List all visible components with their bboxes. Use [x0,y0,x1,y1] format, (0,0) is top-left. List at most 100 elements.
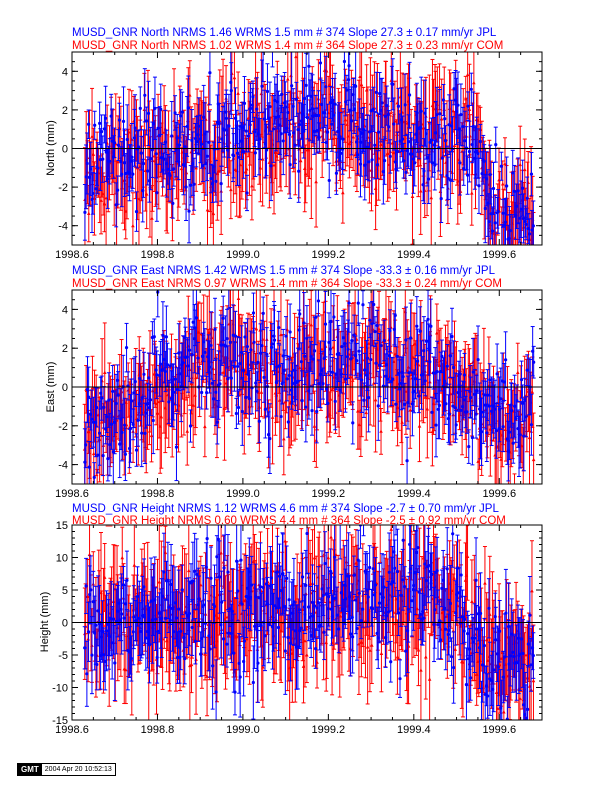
data-point [95,405,99,410]
data-point [184,185,188,189]
data-point [276,114,280,119]
y-tick-label: -2 [58,182,68,194]
data-point [254,326,259,331]
data-point [165,363,170,367]
data-point [93,123,97,127]
data-point [143,431,147,435]
data-point [314,179,318,184]
data-point [419,109,423,113]
data-point [466,173,470,177]
data-point [467,149,471,154]
data-point [477,184,481,188]
data-point [106,177,110,181]
data-point [469,191,474,195]
data-point [186,364,190,368]
data-point [322,111,327,115]
data-point [123,423,127,427]
data-point [435,113,439,117]
data-point [351,135,355,139]
data-point [91,191,95,196]
data-point [116,378,120,382]
data-point [421,126,426,130]
data-point [293,143,297,147]
data-point [255,107,259,111]
data-point [439,117,444,121]
data-point [151,122,156,126]
data-point [191,320,195,324]
data-point [297,169,301,173]
data-point [258,137,262,141]
data-point [377,130,381,134]
data-point [387,125,391,129]
data-point [476,151,480,156]
data-point [450,147,455,151]
data-point [325,130,330,134]
data-point [367,160,371,164]
data-point [101,157,105,161]
data-point [122,161,127,165]
data-point [339,151,343,155]
data-point [304,83,308,87]
data-point [180,110,184,114]
data-point [520,256,524,259]
data-point [149,433,154,438]
data-point [96,166,100,170]
data-point [309,322,314,327]
data-point [269,164,273,168]
data-point [384,316,388,321]
data-point [501,211,505,215]
data-point [117,118,122,122]
data-layer [82,52,536,259]
data-point [242,101,247,106]
data-point [153,106,157,110]
y-tick-label: 2 [62,105,68,117]
data-point [235,151,240,155]
data-point [84,443,88,447]
data-point [373,143,377,147]
data-point [186,106,190,110]
data-point [294,54,298,59]
x-tick-label: 1999.6 [482,249,516,261]
data-point [515,204,519,208]
data-point [120,430,124,435]
x-tick-label: 1998.6 [55,249,89,261]
data-point [212,397,216,401]
data-point [483,206,487,211]
data-point [458,161,462,165]
data-point [130,155,134,159]
data-point [199,142,204,146]
data-point [89,167,93,171]
data-point [130,399,134,403]
data-point [94,187,98,191]
y-tick-label: 0 [62,144,68,156]
data-point [185,118,190,123]
data-point [142,372,146,376]
data-point [465,72,470,77]
data-point [218,382,222,386]
data-point [87,395,91,399]
data-point [146,111,151,115]
data-point [155,373,159,377]
plot-area-north: 1998.6 1998.8 1999.0 1999.2 1999.4 1999.6 -4 -2… [55,51,543,261]
data-point [324,140,328,145]
data-point [358,74,362,78]
data-point [530,228,534,232]
data-point [496,209,500,214]
data-point [419,125,423,130]
data-point [370,158,374,162]
data-point [162,157,166,161]
y-axis-label: North (mm) [45,120,57,176]
data-point [343,118,348,122]
data-point [140,395,144,400]
data-point [104,116,108,120]
data-point [317,135,321,140]
data-point [348,375,353,379]
data-point [208,71,212,75]
data-point [318,61,323,65]
data-point [133,380,137,384]
data-point [158,362,163,366]
data-point [179,166,184,171]
data-point [121,119,126,124]
data-point [179,114,183,118]
data-point [280,92,284,96]
